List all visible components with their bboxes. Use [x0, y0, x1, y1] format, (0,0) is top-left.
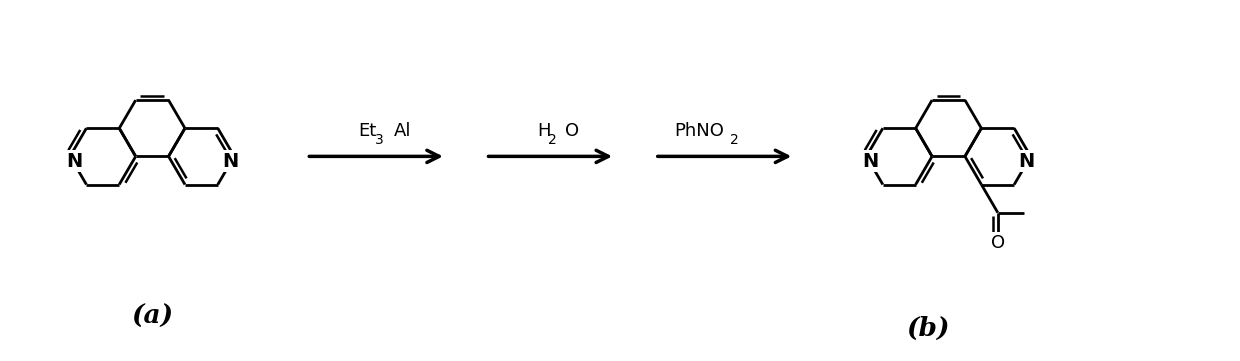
Text: N: N — [222, 152, 238, 171]
Text: N: N — [862, 152, 878, 171]
Text: N: N — [1018, 152, 1035, 171]
Text: 2: 2 — [729, 132, 738, 147]
Text: N: N — [66, 152, 82, 171]
Text: O: O — [565, 122, 579, 140]
Text: (a): (a) — [131, 304, 174, 329]
Text: (b): (b) — [906, 316, 950, 341]
Text: PhNO: PhNO — [675, 122, 724, 140]
Text: H: H — [537, 122, 551, 140]
Text: 3: 3 — [376, 132, 384, 147]
Text: Al: Al — [394, 122, 412, 140]
Text: O: O — [991, 234, 1004, 252]
Text: Et: Et — [358, 122, 376, 140]
Text: 2: 2 — [548, 132, 557, 147]
